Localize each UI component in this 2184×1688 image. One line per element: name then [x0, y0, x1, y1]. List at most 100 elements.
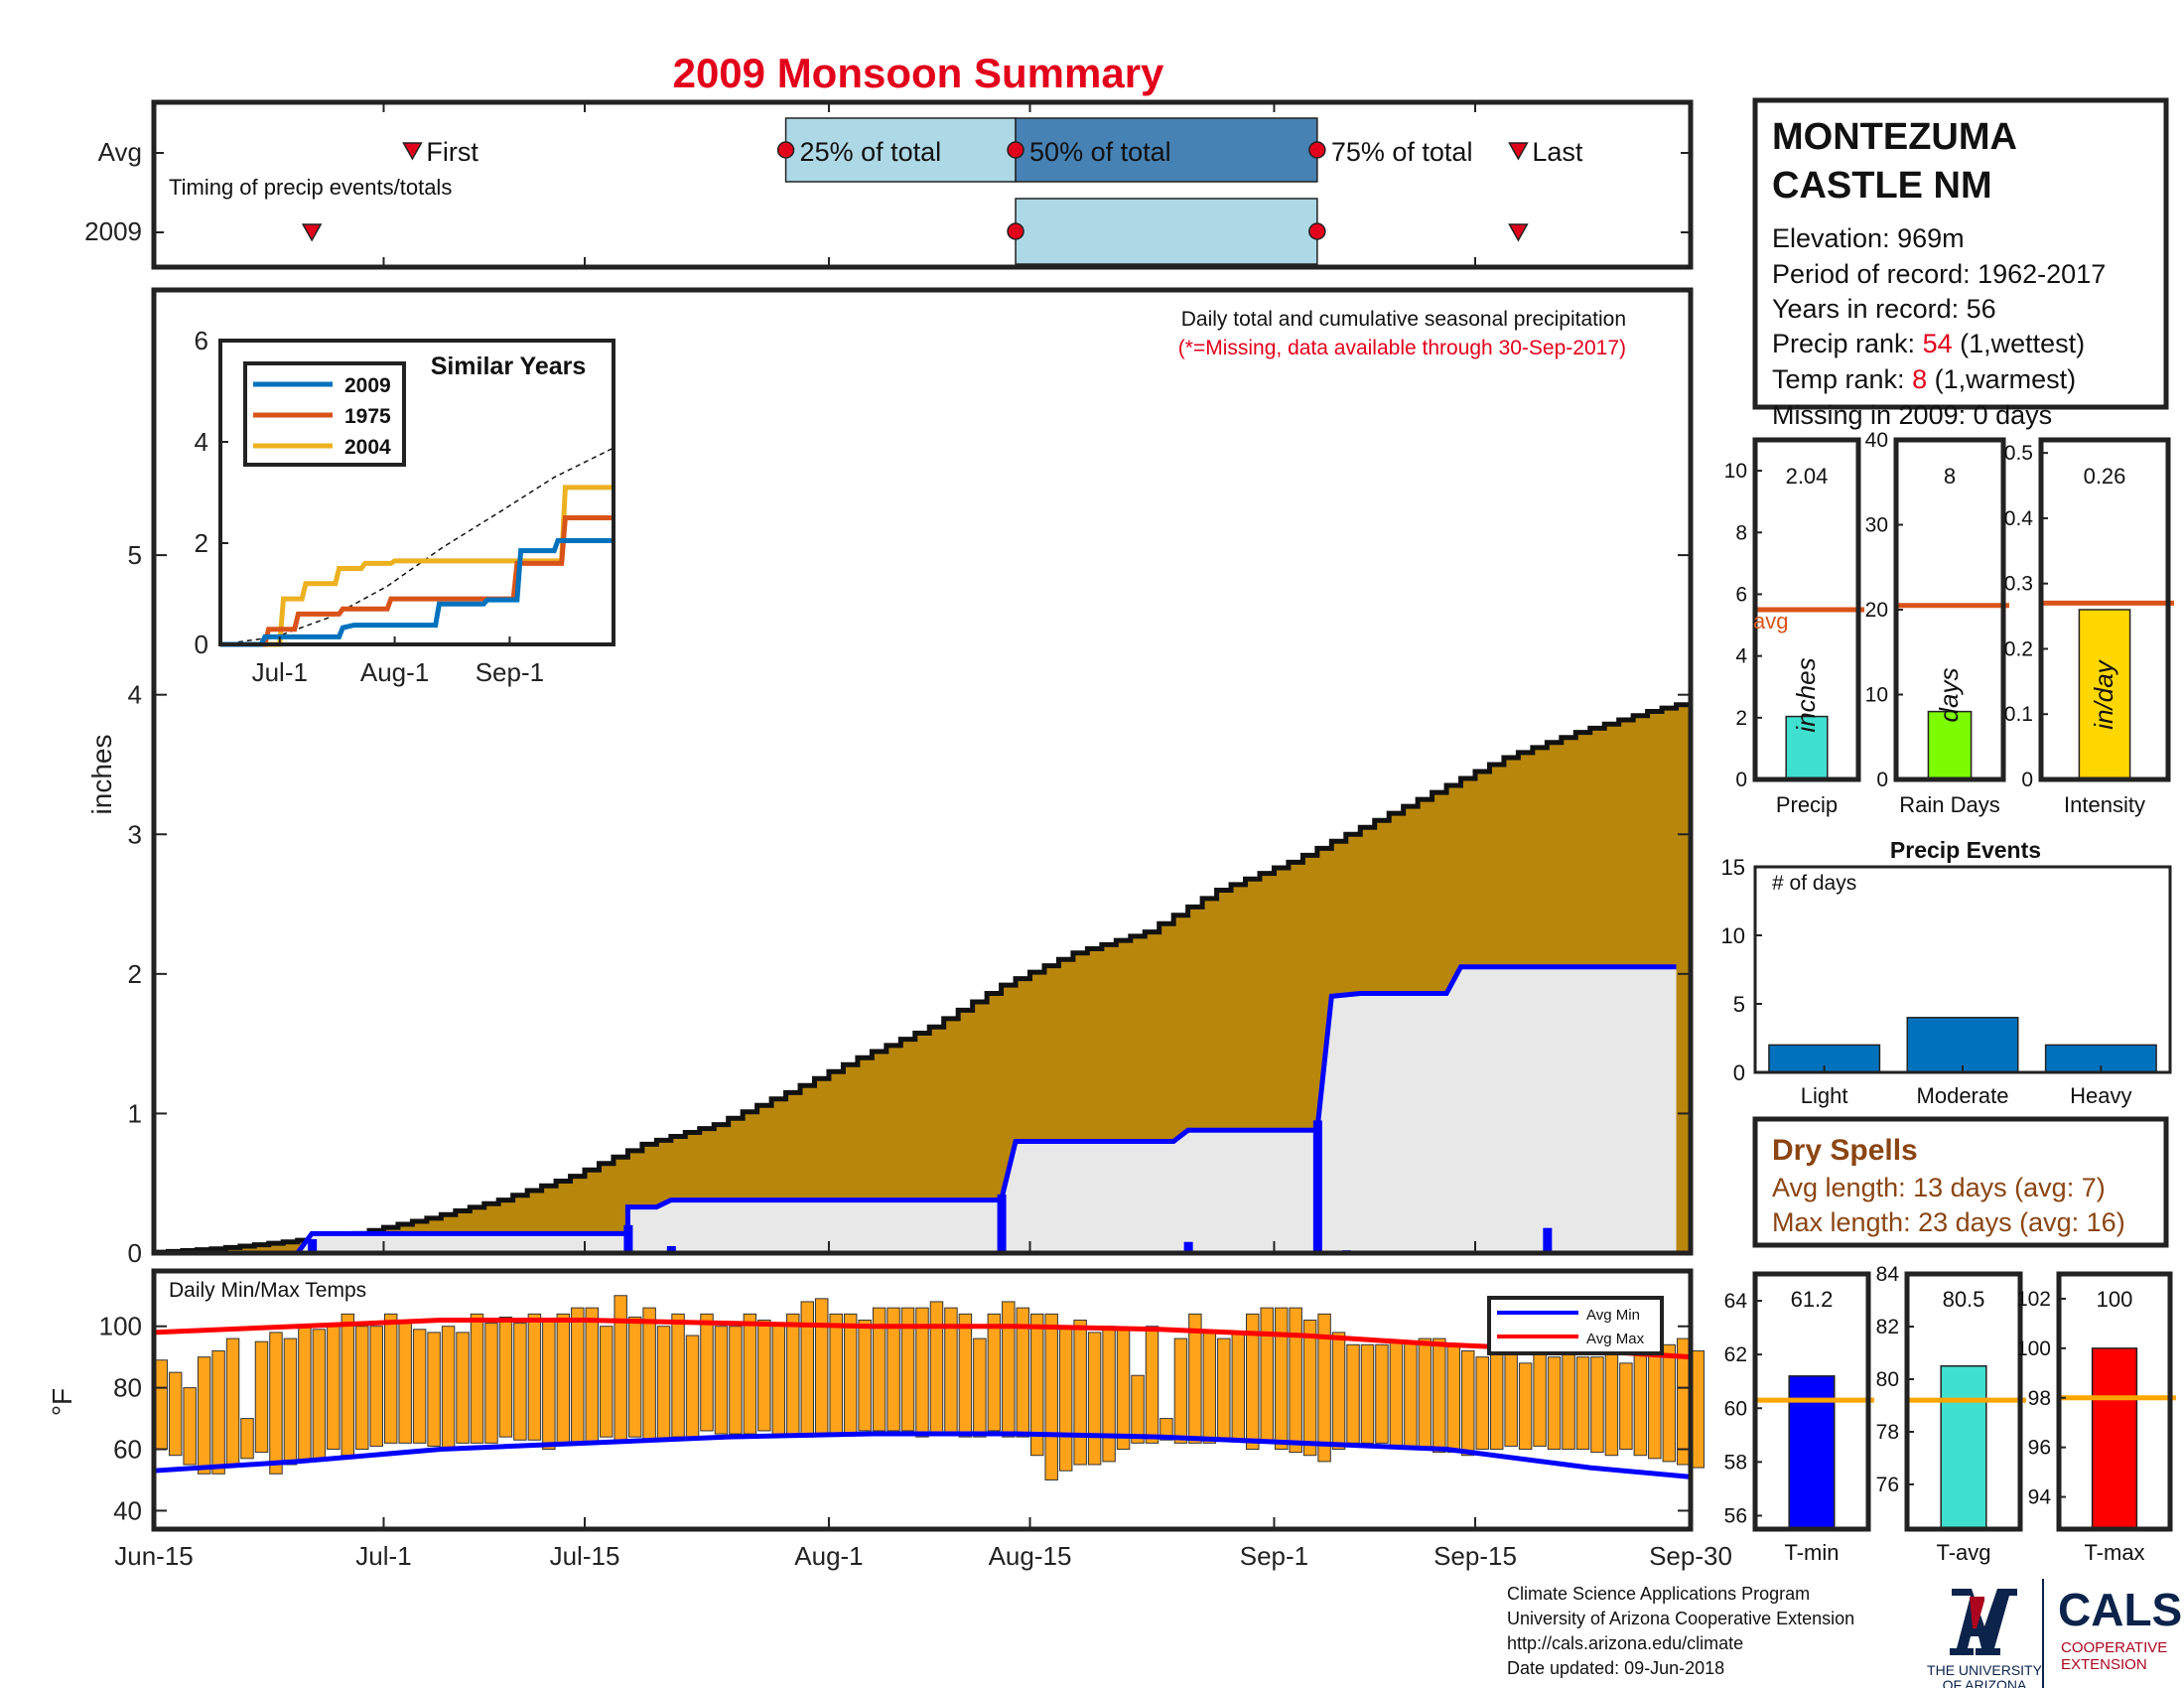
daily-temp-bar: [872, 1307, 887, 1432]
daily-temp-bar: [714, 1326, 729, 1435]
intensity-ytick-label: 0.4: [2004, 507, 2034, 530]
daily-temp-bar: [1590, 1356, 1604, 1454]
precip-ytick-label: 4: [1735, 645, 1747, 668]
tmin-label: T-min: [1785, 1540, 1840, 1565]
main-ytick-label: 3: [128, 819, 142, 849]
inset-series-2004: [220, 485, 614, 647]
event-category-label: Moderate: [1917, 1083, 2009, 1108]
daily-precip-bar: [1543, 1227, 1553, 1253]
intensity-ytick-label: 0.3: [2004, 573, 2033, 596]
temp-ytick-label: 40: [113, 1495, 142, 1525]
daily-temp-bar: [154, 1359, 168, 1451]
precip-ytick-label: 6: [1735, 583, 1747, 606]
daily-temp-bar: [1575, 1356, 1590, 1451]
station-elevation: Elevation: 969m: [1772, 223, 1965, 253]
daily-temp-bar: [1087, 1332, 1102, 1466]
timing-row-2009: 2009: [84, 216, 142, 246]
cumulative-2009-area: [154, 966, 1677, 1253]
tmin-frame: [1752, 1271, 1871, 1532]
daily-temp-bar: [412, 1329, 427, 1444]
intensity-label: Intensity: [2064, 792, 2145, 817]
dry-spells: Dry Spells Avg length: 13 days (avg: 7) …: [1752, 1116, 2169, 1248]
daily-precip-bar: [308, 1238, 318, 1253]
main-frame: [151, 287, 1694, 1256]
temp-legend-box: [1487, 1296, 1664, 1355]
inset-xtick-label: Jul-1: [252, 657, 308, 687]
daily-temp-bar: [915, 1307, 929, 1438]
daily-temp-bar: [369, 1326, 383, 1447]
daily-temp-bar: [1331, 1332, 1346, 1451]
daily-temp-bar: [168, 1371, 183, 1457]
raindays-unit: days: [1934, 668, 1964, 723]
ua-logo-line1: THE UNIVERSITY: [1927, 1662, 2043, 1678]
station-name-line2: CASTLE NM: [1772, 165, 1992, 207]
daily-temp-bar: [456, 1332, 470, 1444]
daily-temp-bar: [240, 1418, 254, 1460]
footer-line2: University of Arizona Cooperative Extens…: [1507, 1609, 1854, 1628]
inset-frame: [218, 339, 615, 646]
precip-avg-label: avg: [1753, 609, 1788, 633]
daily-temp-bar: [312, 1329, 327, 1460]
event-ytick-label: 0: [1733, 1060, 1745, 1085]
daily-temp-bar: [614, 1295, 627, 1441]
daily-precip-bar: [1312, 1120, 1322, 1253]
summary-panel-raindays: 8 days Rain Days 0 10 20 30 40: [1865, 429, 2009, 817]
daily-temp-bar: [1691, 1349, 1705, 1469]
x-tick-label: Aug-1: [794, 1541, 863, 1571]
daily-temp-bar: [729, 1326, 743, 1435]
daily-temp-bar: [1231, 1332, 1246, 1441]
timing-row-avg: Avg: [98, 137, 142, 167]
avg-min-label: Avg Min: [1586, 1307, 1640, 1324]
station-name-line1: MONTEZUMA: [1772, 116, 2017, 158]
precip-value: 2.04: [1786, 464, 1829, 489]
timing-frame: [151, 99, 1694, 270]
main-ytick-label: 0: [128, 1238, 142, 1268]
daily-temp-bar: [1518, 1362, 1533, 1451]
daily-temp-bar: [527, 1313, 542, 1441]
daily-temp-bar: [585, 1307, 599, 1444]
tavg-ytick-label: 80: [1876, 1368, 1899, 1391]
event-ytick-label: 10: [1721, 923, 1745, 948]
daily-temp-bar: [556, 1313, 571, 1444]
temp-legend: Avg Min Avg Max: [1487, 1296, 1664, 1355]
daily-temp-bar: [1260, 1307, 1274, 1444]
daily-temp-bar: [973, 1337, 987, 1438]
daily-temp-bar: [1016, 1307, 1030, 1438]
inset-xtick-label: Aug-1: [360, 657, 429, 687]
event-bar-moderate: [1906, 1017, 2019, 1073]
ua-a-accent-icon: [1970, 1597, 1984, 1628]
daily-temp-bar: [542, 1320, 556, 1451]
inset-ytick-label: 4: [195, 427, 208, 457]
station-years: Years in record: 56: [1772, 294, 1996, 324]
daily-temp-bar: [771, 1323, 786, 1438]
y2009-first-marker: [301, 223, 323, 242]
precip-main-chart: 0 1 2 3 4 5 inches Daily total and cumulative…: [86, 287, 1694, 1268]
daily-temp-bar: [1375, 1343, 1389, 1444]
x-tick-label: Jun-15: [114, 1541, 194, 1571]
timing-panel: Avg 2009 Timing of precip events/totals …: [84, 99, 1694, 270]
temp-panel-tmin: 61.2 T-min 56 58 60 62 64: [1724, 1271, 1874, 1565]
daily-precip-bar: [623, 1224, 633, 1253]
daily-temp-bar: [1433, 1337, 1446, 1454]
daily-temp-bar: [1131, 1374, 1145, 1444]
main-ytick-label: 2: [128, 959, 142, 989]
tmin-ytick-label: 56: [1724, 1504, 1747, 1527]
daily-temp-bar: [1102, 1326, 1116, 1463]
main-ytick-label: 5: [128, 540, 142, 570]
tavg-ytick-label: 78: [1876, 1421, 1899, 1444]
tmin-ytick-label: 62: [1724, 1343, 1747, 1366]
x-tick-label: Aug-15: [989, 1541, 1072, 1571]
station-frame: [1752, 97, 2169, 410]
cumulative-avg-line: [151, 702, 1691, 1255]
raindays-ytick-label: 40: [1865, 429, 1888, 452]
first-marker-label: First: [426, 137, 478, 167]
ua-a-mark-icon: [1950, 1589, 2017, 1655]
cumulative-2009-line: [154, 964, 1677, 1256]
tmin-ytick-label: 64: [1724, 1290, 1748, 1313]
cumulative-avg-area: [154, 704, 1691, 1253]
dry-spells-avg: Avg length: 13 days (avg: 7): [1772, 1173, 2106, 1202]
daily-temp-bar: [656, 1326, 671, 1441]
intensity-value: 0.26: [2084, 464, 2126, 489]
daily-temp-bar: [1662, 1343, 1677, 1463]
daily-temp-bar: [1317, 1313, 1331, 1463]
